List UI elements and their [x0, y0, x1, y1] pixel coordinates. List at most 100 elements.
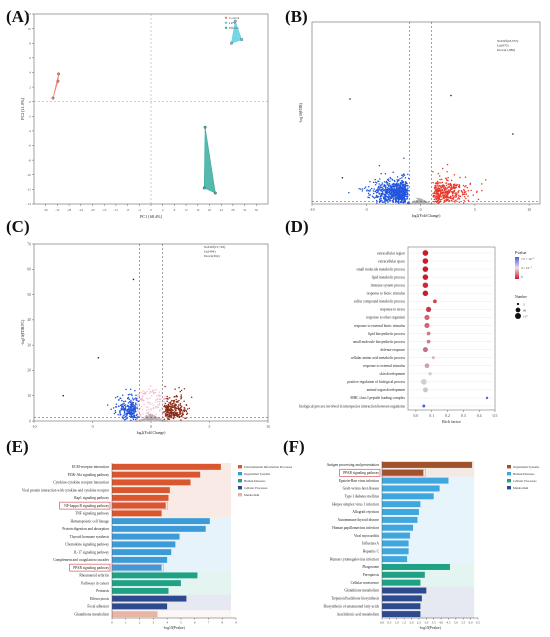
bar-x-tick-label: 7: [208, 621, 210, 625]
pathway-label: Cellular senescence: [351, 581, 380, 585]
bubble-term-label: response to stress: [380, 308, 406, 312]
volcano-point-down: [379, 193, 381, 195]
volcano-point-band: [139, 407, 141, 410]
bar-x-tick-label: 1.0: [395, 621, 399, 625]
volcano-point-up: [174, 388, 176, 390]
volcano-point-band: [157, 400, 159, 403]
volcano-point-nodiff: [149, 419, 152, 422]
volcano-point-down: [384, 197, 387, 199]
volcano-point-down: [130, 416, 132, 418]
volcano-point-down: [384, 194, 387, 196]
volcano-point-down: [134, 402, 137, 404]
volcano-legend-label: Up(870): [497, 44, 509, 48]
volcano-point-down: [394, 196, 396, 198]
volcano-point-down: [386, 193, 388, 195]
pca-sample-point: [202, 186, 206, 190]
volcano-point-down: [391, 178, 394, 181]
volcano-point-up: [460, 190, 463, 192]
volcano-point-nodiff: [417, 202, 419, 204]
bubble-size-legend-swatch: [515, 307, 521, 313]
volcano-point-up: [174, 406, 177, 409]
bubble-term-label: defense response: [381, 348, 406, 352]
volcano-point-down: [133, 414, 135, 417]
volcano-point-band: [150, 408, 152, 410]
volcano-point-up: [180, 395, 182, 398]
volcano-point-up: [435, 188, 437, 191]
volcano-x-tick-label: 10: [527, 208, 531, 212]
volcano-point-up: [439, 182, 442, 184]
volcano-point-nodiff: [169, 420, 172, 422]
pathway-bar: [112, 494, 169, 501]
volcano-point-up: [434, 200, 437, 203]
pathway-label: ECM-receptor interaction: [72, 465, 109, 469]
volcano-point-down: [389, 197, 392, 199]
volcano-x-tick-label: -10: [31, 425, 36, 429]
pathway-label: Terpenoid backbone biosynthesis: [331, 597, 379, 601]
volcano-point-down: [119, 410, 121, 413]
volcano-point-down: [119, 412, 121, 414]
volcano-point-up: [164, 385, 166, 388]
volcano-point-down: [367, 189, 370, 192]
volcano-point-up: [433, 194, 436, 197]
pathway-bar: [382, 532, 411, 539]
volcano-point-down: [381, 186, 383, 188]
volcano-point-down: [392, 188, 395, 190]
volcano-point-down: [380, 172, 382, 175]
pca-x-tick-label: 20: [208, 208, 212, 212]
volcano-point-up: [166, 415, 169, 417]
volcano-point-down: [381, 195, 383, 197]
pca-y-tick-label: -6: [28, 144, 31, 148]
volcano-point-up: [446, 187, 448, 190]
volcano-point-down: [390, 188, 393, 191]
volcano-point-up: [173, 413, 176, 416]
pca-y-tick-label: 12: [28, 12, 32, 16]
bubble-term-point: [422, 290, 429, 296]
volcano-point-down: [388, 198, 391, 200]
volcano-point-up: [172, 413, 175, 416]
pathway-bar: [382, 524, 414, 531]
volcano-point-down: [132, 413, 135, 415]
pathway-bar: [382, 516, 418, 523]
volcano-point-down: [378, 164, 381, 167]
volcano-point-down: [348, 191, 350, 194]
volcano-point-down: [374, 184, 377, 186]
volcano-point-nodiff: [166, 420, 169, 422]
volcano-point-up: [435, 186, 437, 189]
volcano-point-up: [166, 395, 168, 398]
volcano-point-down: [130, 406, 133, 408]
volcano-point-down: [400, 186, 403, 189]
volcano-point-down: [401, 188, 403, 190]
volcano-point-up: [458, 198, 461, 200]
pathway-label: Allograft rejection: [352, 510, 379, 514]
volcano-point-down: [133, 406, 136, 409]
volcano-point-down: [119, 397, 121, 399]
volcano-point-band: [158, 402, 160, 404]
volcano-point-down: [374, 181, 377, 184]
volcano-point-band: [157, 420, 159, 422]
volcano-point-up: [183, 400, 185, 403]
volcano-point-down: [398, 202, 400, 204]
volcano-plot-c-panel: -10 -5 0 5 10 0 10 20 30 40 50 60 70 log2(Fold Change…: [21, 242, 270, 435]
panel-letter-d: (D): [285, 217, 309, 236]
volcano-point-up: [467, 195, 469, 197]
pca-x-tick-label: -24: [79, 208, 84, 212]
volcano-point-up: [433, 200, 436, 203]
volcano-point-up: [447, 189, 450, 192]
volcano-point-down: [391, 194, 394, 197]
volcano-y-tick-label: 0: [29, 419, 31, 423]
volcano-point-down: [384, 202, 387, 204]
volcano-point-nodiff: [413, 202, 415, 205]
volcano-point-down: [383, 183, 386, 186]
volcano-point-up: [185, 403, 188, 406]
volcano-point-up: [437, 199, 439, 202]
volcano-point-down: [397, 183, 400, 185]
volcano-point-up: [465, 197, 467, 200]
volcano-point-down: [374, 178, 376, 181]
volcano-point-up: [445, 200, 447, 202]
volcano-point-up: [181, 412, 184, 415]
volcano-point-down: [117, 413, 119, 416]
volcano-point-nodiff: [161, 419, 163, 422]
volcano-point-down: [388, 183, 391, 185]
volcano-outlier-point: [349, 98, 351, 100]
volcano-point-up: [172, 417, 175, 420]
